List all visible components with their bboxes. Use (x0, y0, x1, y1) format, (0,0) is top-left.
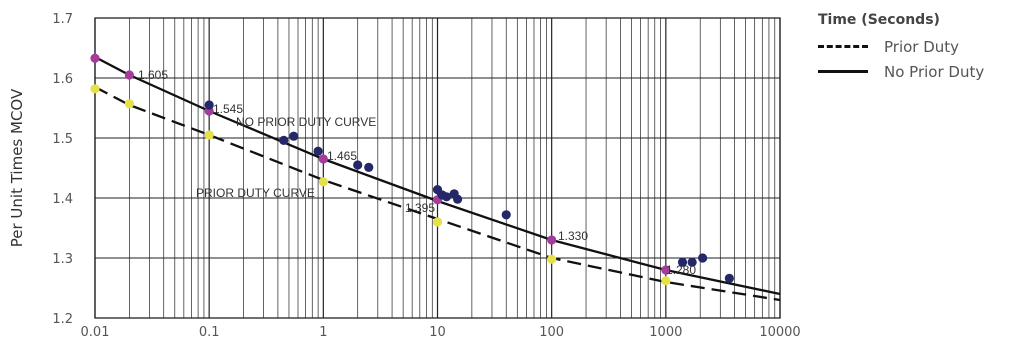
prior_duty-point (90, 84, 100, 94)
annotation-1465: 1.465 (327, 149, 357, 163)
prior_duty-point (318, 177, 328, 187)
x-tick-label: 1 (319, 325, 327, 340)
annotation-1545: 1.545 (213, 102, 243, 116)
no-prior-duty-curve-label: NO PRIOR DUTY CURVE (236, 115, 376, 129)
legend-label-prior-duty: Prior Duty (884, 37, 960, 56)
annotation-1280: 1.280 (666, 263, 696, 277)
x-tick-label: 1000 (649, 325, 682, 340)
y-tick-label: 1.7 (52, 12, 73, 27)
test_data-point (441, 192, 452, 202)
test_data-point (698, 253, 708, 263)
y-tick-label: 1.4 (52, 192, 73, 207)
no_prior_duty-point (547, 235, 557, 245)
annotation-1330: 1.330 (558, 229, 588, 243)
solid-line-icon (818, 70, 868, 73)
y-tick-label: 1.5 (52, 132, 73, 147)
x-tick-label: 0.1 (199, 325, 220, 340)
series-lines (94, 55, 781, 302)
no-prior-duty-line (94, 55, 781, 296)
test_data-point (313, 146, 323, 156)
x-tick-label: 10 (429, 325, 446, 340)
test_data-point (501, 210, 511, 220)
legend-label-no-prior-duty: No Prior Duty (884, 62, 985, 81)
annotation-1395: 1.395 (405, 201, 435, 215)
no_prior_duty-point (661, 265, 671, 275)
legend: Time (Seconds) Prior Duty No Prior Duty (818, 12, 1008, 84)
prior_duty-point (432, 217, 443, 227)
no_prior_duty-point (90, 53, 100, 63)
x-tick-label: 10000 (759, 325, 800, 340)
plot-frame (94, 17, 781, 319)
data-points (90, 53, 734, 286)
prior_duty-point (547, 254, 557, 264)
chart-axes (94, 17, 781, 319)
y-tick-label: 1.2 (52, 312, 73, 327)
legend-title: Time (Seconds) (818, 12, 940, 28)
prior_duty-point (661, 276, 671, 286)
prior-duty-line (94, 85, 781, 302)
tick-labels: 0.01 0.1 1 10 100 1000 10000 1.2 1.3 1.4 1.5 1.6 1.7 (52, 12, 800, 340)
prior-duty-curve-label: PRIOR DUTY CURVE (196, 186, 315, 200)
prior_duty-point (124, 99, 134, 109)
y-tick-label: 1.6 (52, 72, 73, 87)
y-axis-label: Per Unit Times MCOV (8, 88, 26, 247)
no_prior_duty-point (124, 70, 134, 80)
test_data-point (289, 131, 299, 141)
test_data-point (279, 135, 289, 145)
chart-labels: Per Unit Times MCOV NO PRIOR DUTY CURVE … (8, 68, 696, 277)
dashed-line-icon (818, 45, 868, 48)
test_data-point (364, 162, 374, 172)
test_data-point (724, 273, 734, 283)
test_data-point (677, 257, 688, 267)
legend-item-prior-duty: Prior Duty (818, 34, 1008, 59)
test_data-point (204, 100, 214, 110)
test_data-point (453, 194, 463, 204)
test_data-point (353, 160, 363, 170)
no_prior_duty-point (318, 154, 328, 164)
y-tick-label: 1.3 (52, 252, 73, 267)
test_data-point (687, 257, 697, 267)
legend-item-no-prior-duty: No Prior Duty (818, 59, 1008, 84)
x-tick-label: 100 (539, 325, 564, 340)
x-tick-label: 0.01 (81, 325, 110, 340)
annotation-1605: 1.605 (138, 68, 168, 82)
prior_duty-point (204, 130, 214, 140)
